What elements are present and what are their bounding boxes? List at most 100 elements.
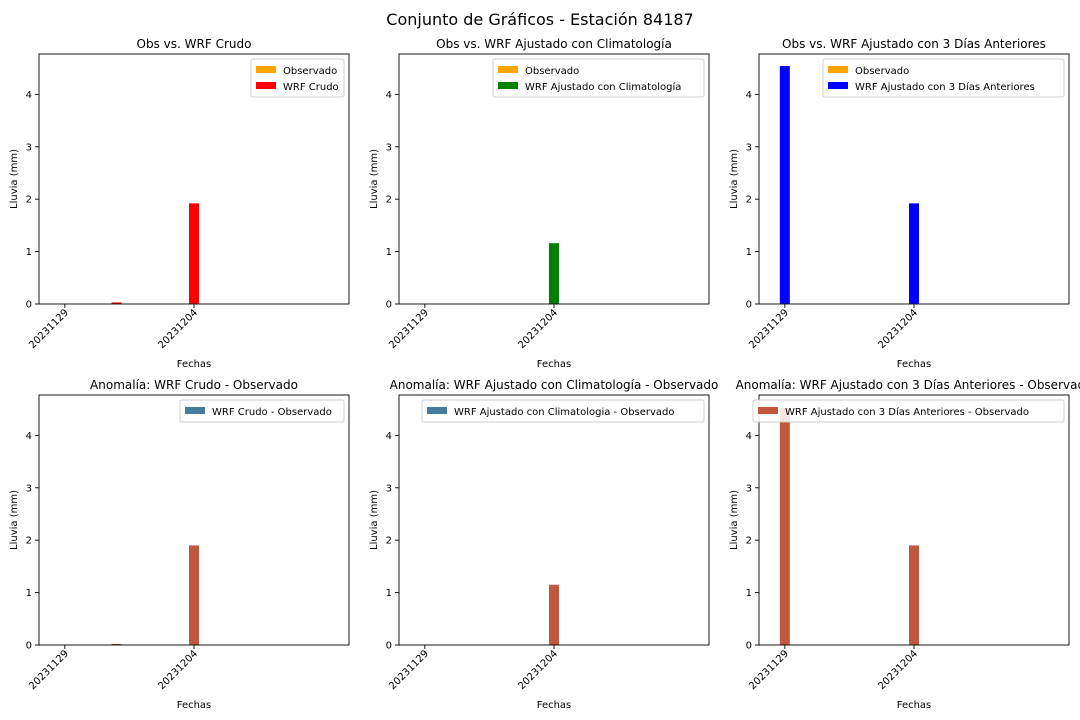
y-tick-label: 0 <box>386 641 392 652</box>
x-axis-label: Fechas <box>897 359 932 370</box>
x-axis-label: Fechas <box>177 700 212 711</box>
x-tick-label: 20231204 <box>876 307 920 351</box>
legend-label: Observado <box>855 66 909 77</box>
subplot-6: Anomalía: WRF Ajustado con 3 Días Anteri… <box>729 378 1080 711</box>
y-tick-label: 1 <box>386 247 392 258</box>
y-tick-label: 3 <box>386 483 392 494</box>
x-tick-label: 20231129 <box>387 648 431 692</box>
subplot-title: Anomalía: WRF Crudo - Observado <box>90 378 298 392</box>
legend-label: WRF Ajustado con Climatologia - Observad… <box>454 407 675 418</box>
x-tick-label: 20231204 <box>876 648 920 692</box>
bar <box>189 545 199 645</box>
y-tick-label: 2 <box>26 536 32 547</box>
y-tick-label: 3 <box>746 483 752 494</box>
legend-box <box>179 399 345 423</box>
subplot-title: Obs vs. WRF Ajustado con Climatología <box>436 37 672 51</box>
y-tick-label: 2 <box>386 195 392 206</box>
legend-swatch <box>427 407 447 414</box>
legend-swatch <box>498 66 518 73</box>
y-tick-label: 4 <box>26 431 32 442</box>
bar <box>111 302 122 304</box>
legend: WRF Ajustado con 3 Días Anteriores - Obs… <box>752 399 1065 423</box>
subplot-4: Anomalía: WRF Crudo - Observado 0 1 2 3 4 2023… <box>9 378 350 711</box>
legend-swatch <box>256 82 276 89</box>
y-axis-label: Lluvia (mm) <box>369 149 380 209</box>
bar <box>909 203 919 304</box>
y-tick-label: 3 <box>26 142 32 153</box>
y-tick-label: 1 <box>26 247 32 258</box>
legend-swatch <box>256 66 276 73</box>
legend-box <box>492 58 705 98</box>
legend: WRF Crudo - Observado <box>179 399 345 423</box>
y-axis-label: Lluvia (mm) <box>369 490 380 550</box>
x-tick-label: 20231129 <box>747 648 791 692</box>
legend-box <box>752 399 1065 423</box>
bar <box>111 643 122 645</box>
subplot-title: Obs vs. WRF Crudo <box>137 37 252 51</box>
bar <box>549 584 559 645</box>
y-tick-label: 4 <box>746 90 752 101</box>
y-tick-label: 0 <box>746 300 752 311</box>
legend-swatch <box>828 66 848 73</box>
legend: WRF Ajustado con Climatologia - Observad… <box>421 399 705 423</box>
legend: Observado WRF Ajustado con Climatología <box>492 58 705 98</box>
y-tick-label: 2 <box>386 536 392 547</box>
x-tick-label: 20231129 <box>387 307 431 351</box>
figure-title: Conjunto de Gráficos - Estación 84187 <box>386 10 694 29</box>
x-tick-label: 20231204 <box>156 307 200 351</box>
legend-label: Observado <box>525 66 579 77</box>
legend-swatch <box>758 407 778 414</box>
y-tick-label: 0 <box>386 300 392 311</box>
subplot-5: Anomalía: WRF Ajustado con Climatología … <box>369 378 718 711</box>
subplot-1: Obs vs. WRF Crudo 0 1 2 3 4 20231129 20231204 Fe… <box>9 37 350 370</box>
bar <box>779 408 790 645</box>
x-tick-label: 20231129 <box>27 307 71 351</box>
bar <box>549 243 559 304</box>
legend-label: WRF Ajustado con Climatología <box>525 81 681 93</box>
x-tick-label: 20231204 <box>516 648 560 692</box>
y-tick-label: 3 <box>746 142 752 153</box>
x-tick-label: 20231129 <box>27 648 71 692</box>
subplot-title: Obs vs. WRF Ajustado con 3 Días Anterior… <box>782 37 1046 51</box>
y-tick-label: 1 <box>746 247 752 258</box>
y-tick-label: 3 <box>386 142 392 153</box>
legend-swatch <box>828 82 848 89</box>
x-tick-label: 20231204 <box>156 648 200 692</box>
y-tick-label: 2 <box>746 536 752 547</box>
y-tick-label: 1 <box>746 588 752 599</box>
x-axis-label: Fechas <box>177 359 212 370</box>
y-axis-label: Lluvia (mm) <box>729 490 740 550</box>
subplot-3: Obs vs. WRF Ajustado con 3 Días Anterior… <box>729 37 1070 370</box>
legend-label: WRF Crudo <box>283 82 339 93</box>
subplot-title: Anomalía: WRF Ajustado con Climatología … <box>390 378 719 392</box>
legend-label: Observado <box>283 66 337 77</box>
legend-box <box>822 58 1065 98</box>
bar <box>909 545 919 645</box>
legend-swatch <box>498 82 518 89</box>
legend-label: WRF Ajustado con 3 Días Anteriores - Obs… <box>785 406 1029 418</box>
legend-swatch <box>185 407 205 414</box>
y-tick-label: 4 <box>386 90 392 101</box>
y-tick-label: 1 <box>386 588 392 599</box>
x-tick-label: 20231204 <box>516 307 560 351</box>
legend-box <box>421 399 705 423</box>
y-axis-label: Lluvia (mm) <box>729 149 740 209</box>
subplot-2: Obs vs. WRF Ajustado con Climatología 0 1 2… <box>369 37 710 370</box>
y-tick-label: 0 <box>26 300 32 311</box>
y-axis-label: Lluvia (mm) <box>9 149 20 209</box>
y-tick-label: 0 <box>26 641 32 652</box>
x-axis-label: Fechas <box>537 700 572 711</box>
y-axis-label: Lluvia (mm) <box>9 490 20 550</box>
y-tick-label: 4 <box>26 90 32 101</box>
bar <box>189 203 199 304</box>
x-axis-label: Fechas <box>537 359 572 370</box>
y-tick-label: 2 <box>26 195 32 206</box>
legend: Observado WRF Ajustado con 3 Días Anterio… <box>822 58 1065 98</box>
subplot-title: Anomalía: WRF Ajustado con 3 Días Anteri… <box>736 378 1080 392</box>
x-tick-label: 20231129 <box>747 307 791 351</box>
y-tick-label: 0 <box>746 641 752 652</box>
y-tick-label: 3 <box>26 483 32 494</box>
legend-label: WRF Ajustado con 3 Días Anteriores <box>855 81 1035 93</box>
y-tick-label: 1 <box>26 588 32 599</box>
